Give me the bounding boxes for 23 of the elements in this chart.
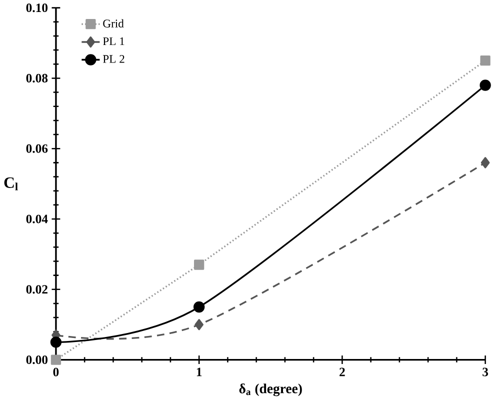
legend-label: PL 2 (102, 55, 124, 63)
point (480, 80, 491, 92)
y-tick-label: 0.08 (26, 74, 48, 83)
point (194, 319, 204, 330)
y-tick-label: 0.04 (26, 214, 48, 224)
point (193, 302, 205, 313)
legend-label: Grid (103, 19, 124, 28)
x-axis-title: δ$_{a}$ (degree) (239, 384, 302, 396)
legend-label: PL 1 (102, 38, 124, 46)
point (50, 336, 62, 348)
y-axis-title: C$_{l}$ (4, 177, 18, 190)
y-tick-label: 0.10 (26, 4, 48, 12)
y-tick-label: 0.02 (26, 285, 48, 294)
x-tick-label: 2 (340, 368, 345, 376)
point (194, 260, 204, 270)
x-tick-label: 1 (196, 368, 202, 376)
y-tick-label: 0.06 (26, 144, 48, 154)
point (480, 56, 490, 66)
point (480, 157, 490, 168)
y-tick-label: 0.00 (26, 356, 48, 364)
x-tick-label: 3 (482, 368, 488, 376)
x-tick-label: 0 (53, 368, 59, 376)
point (50, 354, 62, 366)
